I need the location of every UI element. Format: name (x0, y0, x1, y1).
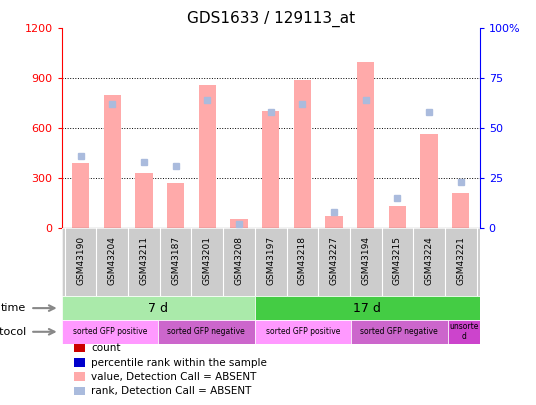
Bar (452, 193, 470, 228)
Bar (199, 85, 216, 228)
Text: GSM43211: GSM43211 (139, 236, 148, 285)
Text: time: time (1, 303, 26, 313)
Text: value, Detection Call = ABSENT: value, Detection Call = ABSENT (91, 372, 256, 382)
Text: protocol: protocol (0, 327, 26, 337)
Text: sorted GFP negative: sorted GFP negative (360, 327, 438, 336)
Text: GSM43190: GSM43190 (76, 236, 85, 285)
Bar (448, 320, 480, 343)
Text: 7 d: 7 d (148, 302, 168, 315)
Bar (351, 320, 448, 343)
Bar (255, 296, 480, 320)
Text: GSM43204: GSM43204 (108, 236, 117, 285)
Bar (294, 80, 311, 228)
Text: GSM43215: GSM43215 (393, 236, 402, 285)
Bar (420, 134, 438, 228)
Bar (62, 296, 255, 320)
Bar (103, 95, 121, 228)
Text: GSM43227: GSM43227 (330, 236, 339, 285)
Bar (255, 320, 351, 343)
Text: sorted GFP positive: sorted GFP positive (266, 327, 340, 336)
Text: GSM43194: GSM43194 (361, 236, 370, 285)
Bar (72, 163, 90, 228)
Text: sorted GFP negative: sorted GFP negative (167, 327, 245, 336)
Text: GSM43218: GSM43218 (298, 236, 307, 285)
Bar (158, 320, 255, 343)
Bar (357, 62, 375, 228)
Bar (389, 206, 406, 228)
Bar (74, 343, 85, 352)
Bar (167, 183, 184, 228)
Text: sorted GFP positive: sorted GFP positive (73, 327, 147, 336)
Bar (325, 216, 343, 228)
Bar (262, 111, 279, 228)
Bar (74, 387, 85, 395)
Text: GSM43224: GSM43224 (425, 236, 434, 285)
Text: GSM43187: GSM43187 (171, 236, 180, 285)
Bar (135, 173, 153, 228)
Bar (74, 372, 85, 381)
Text: count: count (91, 343, 121, 353)
Bar (230, 220, 248, 228)
Text: percentile rank within the sample: percentile rank within the sample (91, 358, 267, 368)
Text: GSM43201: GSM43201 (203, 236, 212, 285)
Text: rank, Detection Call = ABSENT: rank, Detection Call = ABSENT (91, 386, 251, 396)
Title: GDS1633 / 129113_at: GDS1633 / 129113_at (187, 11, 355, 27)
Text: GSM43208: GSM43208 (235, 236, 243, 285)
Text: GSM43197: GSM43197 (266, 236, 275, 285)
Text: GSM43221: GSM43221 (456, 236, 465, 285)
Bar (62, 320, 158, 343)
Text: unsorte
d: unsorte d (449, 322, 478, 341)
Bar (74, 358, 85, 367)
Text: 17 d: 17 d (353, 302, 381, 315)
